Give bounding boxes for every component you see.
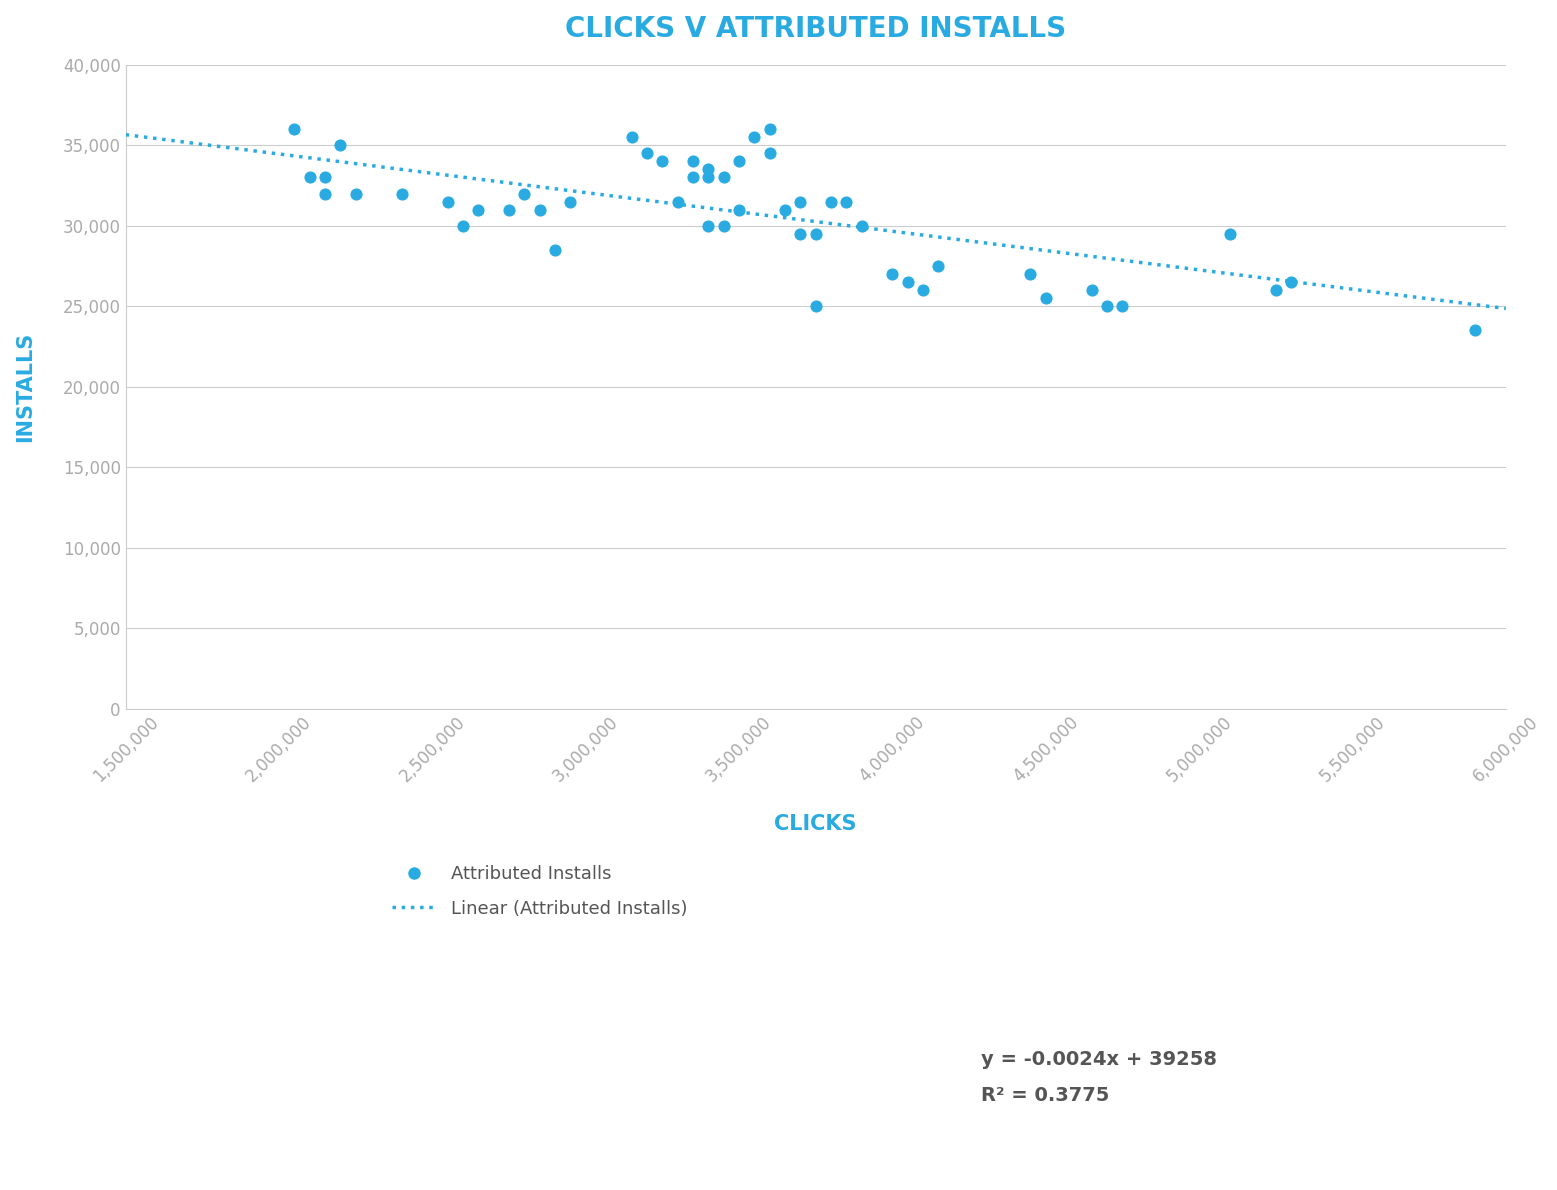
Y-axis label: INSTALLS: INSTALLS [16,332,34,441]
Attributed Installs [835,192,859,211]
Attributed Installs [772,200,797,219]
Attributed Installs [803,296,828,315]
Attributed Installs [788,192,813,211]
Attributed Installs [712,168,736,187]
Attributed Installs [849,217,873,236]
Attributed Installs [680,168,705,187]
Attributed Installs [436,192,461,211]
Attributed Installs [450,217,475,236]
Attributed Installs [1263,281,1288,300]
Attributed Installs [1110,296,1135,315]
Attributed Installs [696,159,721,178]
Attributed Installs [635,144,660,163]
Attributed Installs [528,200,553,219]
Attributed Installs [649,152,674,171]
Attributed Installs [926,257,951,276]
Attributed Installs [757,120,782,139]
Attributed Installs [727,200,752,219]
Attributed Installs [665,192,690,211]
Attributed Installs [757,144,782,163]
Attributed Installs [880,264,905,283]
Attributed Installs [1218,224,1242,243]
Attributed Installs [282,120,307,139]
Attributed Installs [1018,264,1043,283]
Attributed Installs [788,224,813,243]
Attributed Installs [313,184,338,203]
Attributed Installs [696,168,721,187]
Attributed Installs [819,192,844,211]
Text: y = -0.0024x + 39258: y = -0.0024x + 39258 [981,1050,1218,1069]
Attributed Installs [512,184,537,203]
Attributed Installs [1278,273,1303,292]
Attributed Installs [1462,321,1487,340]
Title: CLICKS V ATTRIBUTED INSTALLS: CLICKS V ATTRIBUTED INSTALLS [565,15,1067,43]
X-axis label: CLICKS: CLICKS [774,814,856,834]
Attributed Installs [743,127,768,146]
Attributed Installs [1079,281,1104,300]
Attributed Installs [895,273,920,292]
Attributed Installs [1034,289,1059,308]
Attributed Installs [557,192,582,211]
Attributed Installs [466,200,490,219]
Attributed Installs [297,168,322,187]
Attributed Installs [696,217,721,236]
Attributed Installs [542,240,567,259]
Legend: Attributed Installs, Linear (Attributed Installs): Attributed Installs, Linear (Attributed … [385,858,694,925]
Attributed Installs [313,168,338,187]
Attributed Installs [712,217,736,236]
Text: R² = 0.3775: R² = 0.3775 [981,1085,1109,1104]
Attributed Installs [620,127,645,146]
Attributed Installs [727,152,752,171]
Attributed Installs [911,281,936,300]
Attributed Installs [329,136,353,155]
Attributed Installs [1095,296,1119,315]
Attributed Installs [343,184,367,203]
Attributed Installs [389,184,414,203]
Attributed Installs [803,224,828,243]
Attributed Installs [497,200,522,219]
Attributed Installs [680,152,705,171]
